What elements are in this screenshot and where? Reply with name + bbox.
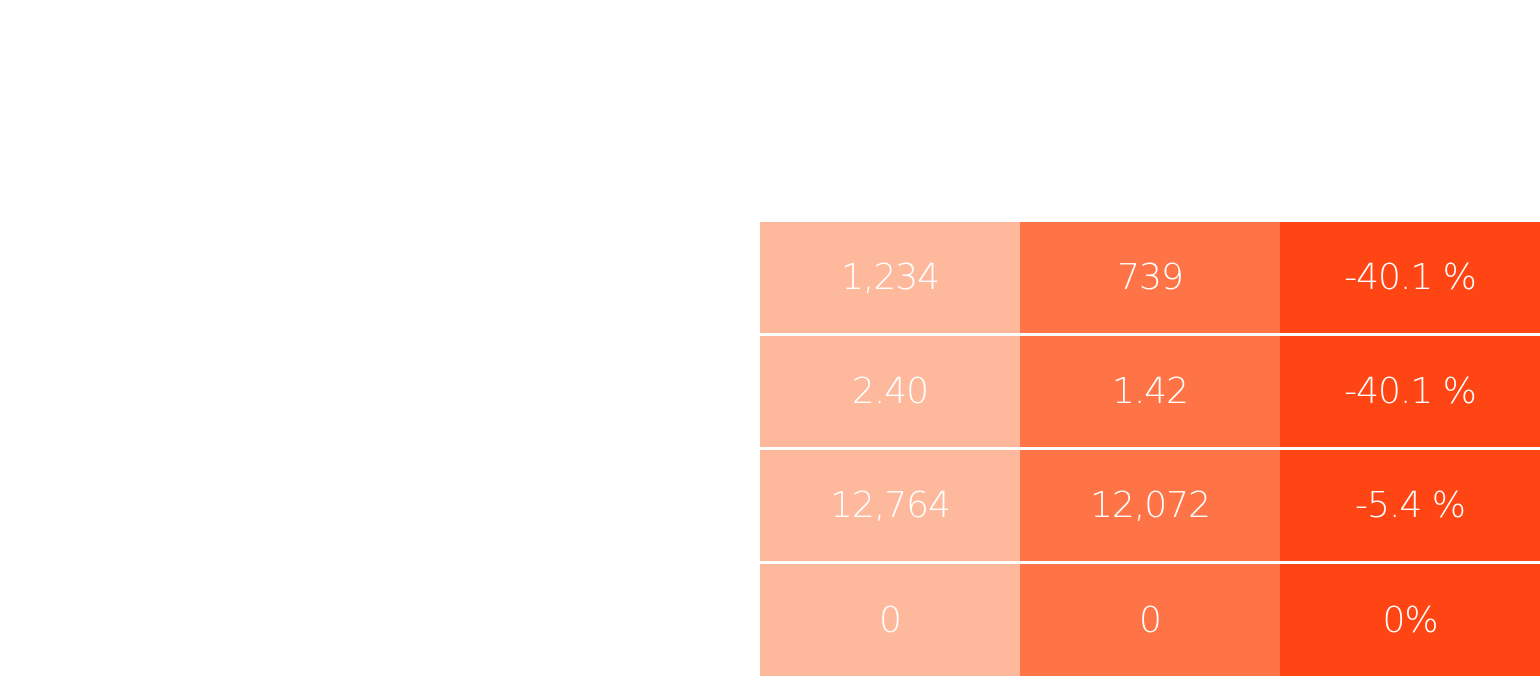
table-cell: 0%	[1280, 564, 1540, 676]
table-cell: -40.1 %	[1280, 336, 1540, 447]
table-row: 0 0 0%	[760, 564, 1540, 676]
table-cell: 12,072	[1020, 450, 1280, 561]
table-cell: 0	[760, 564, 1020, 676]
table-cell: -5.4 %	[1280, 450, 1540, 561]
table-cell: 1.42	[1020, 336, 1280, 447]
table-cell: 2.40	[760, 336, 1020, 447]
table-cell: 12,764	[760, 450, 1020, 561]
data-table: 1,234 739 -40.1 % 2.40 1.42 -40.1 % 12,7…	[760, 222, 1540, 676]
table-cell: 739	[1020, 222, 1280, 333]
table-cell: 1,234	[760, 222, 1020, 333]
table-row: 12,764 12,072 -5.4 %	[760, 450, 1540, 561]
table-row: 2.40 1.42 -40.1 %	[760, 336, 1540, 447]
table-cell: -40.1 %	[1280, 222, 1540, 333]
table-cell: 0	[1020, 564, 1280, 676]
table-row: 1,234 739 -40.1 %	[760, 222, 1540, 333]
